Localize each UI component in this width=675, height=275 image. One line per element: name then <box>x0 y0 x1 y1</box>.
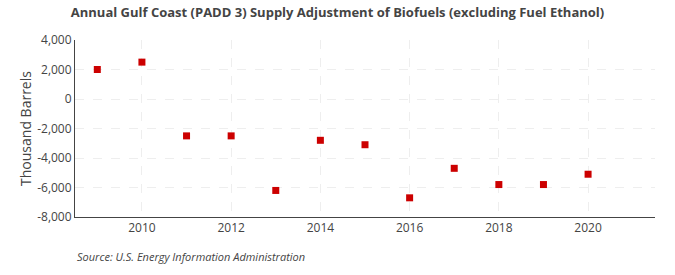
svg-text:2018: 2018 <box>485 219 513 236</box>
svg-text:2,000: 2,000 <box>41 61 72 78</box>
svg-text:2010: 2010 <box>128 219 156 236</box>
svg-text:2012: 2012 <box>217 219 245 236</box>
svg-text:2020: 2020 <box>574 219 602 236</box>
svg-text:Source: U.S. Energy Informatio: Source: U.S. Energy Information Administ… <box>77 249 305 264</box>
svg-text:Thousand Barrels: Thousand Barrels <box>16 71 35 186</box>
svg-text:2014: 2014 <box>307 219 335 236</box>
svg-text:-6,000: -6,000 <box>37 179 72 196</box>
svg-text:-2,000: -2,000 <box>37 120 72 137</box>
svg-text:-4,000: -4,000 <box>37 149 72 166</box>
svg-text:Annual Gulf Coast (PADD 3) Sup: Annual Gulf Coast (PADD 3) Supply Adjust… <box>71 3 604 21</box>
svg-text:0: 0 <box>65 90 72 107</box>
svg-text:2016: 2016 <box>396 219 424 236</box>
svg-text:-8,000: -8,000 <box>37 208 72 225</box>
svg-text:4,000: 4,000 <box>41 31 72 48</box>
